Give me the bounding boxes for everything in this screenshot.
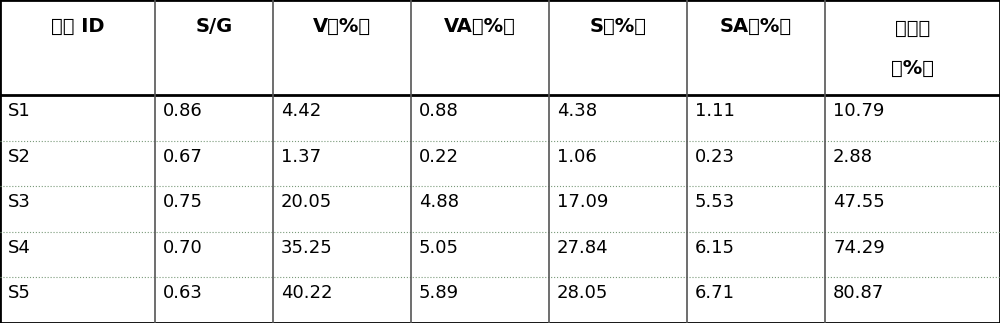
Text: 2.88: 2.88 xyxy=(833,148,873,166)
Text: 20.05: 20.05 xyxy=(281,193,332,211)
Text: S4: S4 xyxy=(8,239,31,257)
Text: V（%）: V（%） xyxy=(313,17,371,36)
Text: S（%）: S（%） xyxy=(590,17,647,36)
Text: 5.53: 5.53 xyxy=(695,193,735,211)
Text: S/G: S/G xyxy=(195,17,233,36)
Text: 80.87: 80.87 xyxy=(833,284,884,302)
Text: 1.06: 1.06 xyxy=(557,148,597,166)
Text: 0.22: 0.22 xyxy=(419,148,459,166)
Text: 0.67: 0.67 xyxy=(163,148,203,166)
Text: 6.15: 6.15 xyxy=(695,239,735,257)
Text: 4.38: 4.38 xyxy=(557,102,597,120)
Text: 47.55: 47.55 xyxy=(833,193,885,211)
Text: 4.42: 4.42 xyxy=(281,102,321,120)
Text: S1: S1 xyxy=(8,102,31,120)
Text: 5.89: 5.89 xyxy=(419,284,459,302)
Text: 40.22: 40.22 xyxy=(281,284,332,302)
Text: （%）: （%） xyxy=(891,59,934,78)
Text: 样品 ID: 样品 ID xyxy=(51,17,104,36)
Text: 35.25: 35.25 xyxy=(281,239,333,257)
Text: S2: S2 xyxy=(8,148,31,166)
Text: 0.75: 0.75 xyxy=(163,193,203,211)
Text: 4.88: 4.88 xyxy=(419,193,459,211)
Text: 总产率: 总产率 xyxy=(895,19,930,38)
Text: 0.63: 0.63 xyxy=(163,284,203,302)
Text: 28.05: 28.05 xyxy=(557,284,608,302)
Text: VA（%）: VA（%） xyxy=(444,17,516,36)
Text: 17.09: 17.09 xyxy=(557,193,608,211)
Text: 10.79: 10.79 xyxy=(833,102,884,120)
Text: SA（%）: SA（%） xyxy=(720,17,792,36)
Text: 0.70: 0.70 xyxy=(163,239,203,257)
Text: 27.84: 27.84 xyxy=(557,239,609,257)
Text: 0.86: 0.86 xyxy=(163,102,203,120)
Text: S3: S3 xyxy=(8,193,31,211)
Text: 6.71: 6.71 xyxy=(695,284,735,302)
Text: 0.23: 0.23 xyxy=(695,148,735,166)
Text: S5: S5 xyxy=(8,284,31,302)
Text: 1.37: 1.37 xyxy=(281,148,321,166)
Text: 1.11: 1.11 xyxy=(695,102,735,120)
Text: 0.88: 0.88 xyxy=(419,102,459,120)
Text: 5.05: 5.05 xyxy=(419,239,459,257)
Text: 74.29: 74.29 xyxy=(833,239,885,257)
